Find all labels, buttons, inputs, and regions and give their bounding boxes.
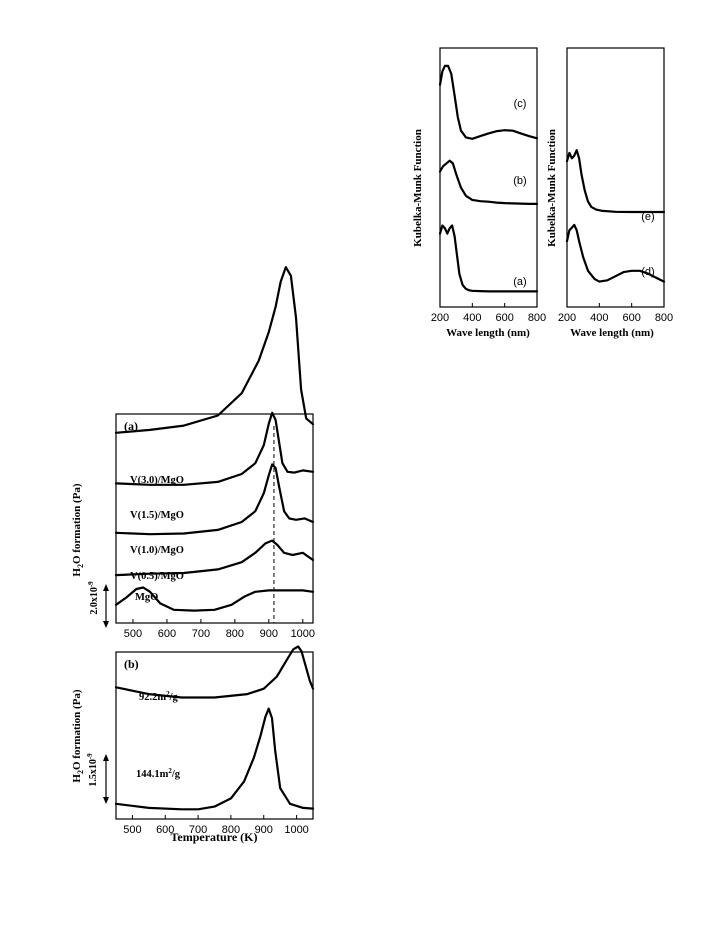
tpr-a-ticks: 500 600 700 800 900 1000 [124, 619, 315, 640]
x-tick-label-uv_left-3: 800 [528, 312, 546, 324]
tpr-b-ticks: 500 600 700 800 900 1000 [123, 815, 309, 836]
series-line-tpr_b-1 [114, 707, 315, 811]
x-tick-label-uv_left-1: 400 [463, 312, 481, 324]
uv-right-frame [566, 47, 665, 308]
series-line-uv_left-1 [438, 159, 539, 205]
tpr-b-panel-label: (b) [124, 657, 139, 671]
tpr-a-scale-label: 2.0x10-9 [87, 581, 100, 615]
x-tick-label-tpr_b-1: 600 [156, 824, 174, 836]
x-tick-label-tpr_a-0: 500 [124, 628, 142, 640]
series-line-tpr_a-3 [114, 539, 315, 577]
x-tick-label-uv_right-1: 400 [590, 312, 608, 324]
uv-right-curves [565, 149, 666, 283]
x-tick-label-uv_left-0: 200 [431, 312, 449, 324]
tpr-b-curves [114, 645, 315, 811]
series-line-tpr_b-0 [114, 645, 315, 699]
series-line-tpr_a-0 [114, 266, 315, 434]
tpr-a-curves [114, 266, 315, 612]
uv-left-ticks: 200 400 600 800 [431, 303, 546, 324]
label-v15: V(1.5)/MgO [130, 510, 184, 521]
uv-left-panel: 200 400 600 800 (c) (b) (a) Wave length (nm… [412, 47, 546, 339]
label-v30: V(3.0)/MgO [130, 475, 184, 486]
series-line-tpr_a-2 [114, 463, 315, 536]
uv-right-ylabel: Kubelka-Munk Function [546, 129, 558, 247]
x-tick-label-tpr_b-4: 900 [255, 824, 273, 836]
tpr-b-ylabel: H2O formation (Pa) [71, 689, 85, 783]
series-label-b: (b) [513, 175, 526, 187]
tpr-b-scale-bar [103, 754, 109, 804]
tpr-a-panel-label: (a) [124, 419, 138, 433]
uv-left-xlabel: Wave length (nm) [446, 327, 530, 339]
x-tick-label-uv_left-2: 600 [495, 312, 513, 324]
x-tick-label-tpr_a-3: 800 [226, 628, 244, 640]
label-mgo: MgO [135, 592, 158, 603]
series-label-e: (e) [641, 211, 654, 223]
series-line-uv_right-0 [565, 149, 666, 214]
series-label-c: (c) [514, 98, 527, 110]
x-tick-label-uv_right-2: 600 [622, 312, 640, 324]
series-line-tpr_a-4 [114, 586, 315, 612]
label-92: 92.2m2/g [139, 690, 179, 703]
series-line-tpr_a-1 [114, 411, 315, 486]
x-tick-label-tpr_b-0: 500 [123, 824, 141, 836]
uv-right-xlabel: Wave length (nm) [570, 327, 654, 339]
x-tick-label-tpr_b-2: 700 [189, 824, 207, 836]
label-v10: V(1.0)/MgO [130, 545, 184, 556]
uv-left-frame [439, 47, 538, 308]
series-label-a: (a) [513, 276, 526, 288]
x-tick-label-tpr_a-4: 900 [260, 628, 278, 640]
tpr-a-scale-bar [103, 584, 109, 628]
x-tick-label-tpr_b-3: 800 [222, 824, 240, 836]
x-tick-label-tpr_a-1: 600 [158, 628, 176, 640]
label-144: 144.1m2/g [136, 767, 181, 780]
series-line-uv_left-0 [438, 64, 539, 140]
uv-right-ticks: 200 400 600 800 [558, 303, 673, 324]
tpr-b-frame [115, 651, 314, 820]
x-tick-label-uv_right-0: 200 [558, 312, 576, 324]
tpr-a-ylabel: H2O formation (Pa) [71, 483, 85, 577]
series-line-uv_right-1 [565, 223, 666, 283]
uv-right-panel: 200 400 600 800 (e) (d) Wave length (nm) Ku… [546, 47, 673, 339]
tpr-a-panel: 500 600 700 800 900 1000 (a) V(3.0)/MgO V(1.5… [71, 266, 315, 640]
x-tick-label-tpr_b-5: 1000 [284, 824, 308, 836]
uv-left-ylabel: Kubelka-Munk Function [412, 129, 424, 247]
series-line-uv_left-2 [438, 224, 539, 293]
x-tick-label-tpr_a-5: 1000 [291, 628, 315, 640]
tpr-b-scale-label: 1.5x10-9 [86, 753, 99, 787]
uv-left-curves [438, 64, 539, 293]
x-tick-label-tpr_a-2: 700 [192, 628, 210, 640]
label-v05: V(0.5)/MgO [130, 571, 184, 582]
tpr-a-frame [115, 413, 314, 624]
series-label-d: (d) [641, 266, 654, 278]
tpr-xlabel: Temperature (K) [171, 830, 258, 844]
tpr-b-panel: 500 600 700 800 900 1000 (b) 92.2m2/g 144.1m2… [71, 645, 315, 844]
x-tick-label-uv_right-3: 800 [655, 312, 673, 324]
